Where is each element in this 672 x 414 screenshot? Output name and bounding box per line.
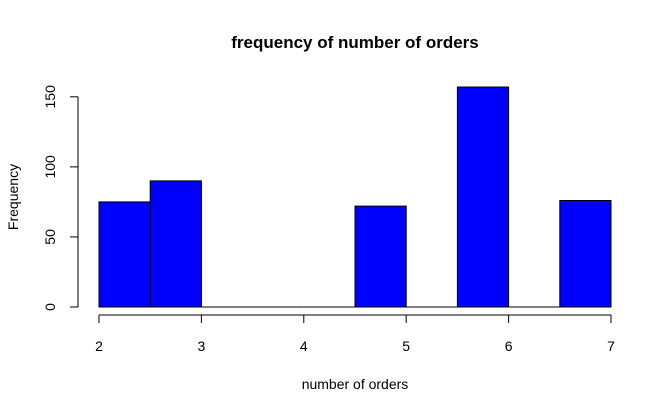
x-tick-label: 6 (505, 338, 513, 354)
histogram-bar-5 (354, 205, 407, 308)
histogram-bar-0 (98, 201, 151, 308)
y-tick-label: 50 (42, 229, 58, 245)
histogram-bar-1 (149, 180, 202, 308)
x-tick-label: 7 (607, 338, 615, 354)
x-tick-label: 3 (198, 338, 206, 354)
chart-title: frequency of number of orders (231, 33, 478, 52)
x-tick-label: 2 (95, 338, 103, 354)
y-tick-label: 0 (42, 303, 58, 311)
y-tick-label: 150 (42, 85, 58, 109)
y-tick-label: 100 (42, 155, 58, 179)
x-axis-title: number of orders (302, 376, 409, 392)
y-axis-title: Frequency (5, 164, 21, 230)
x-tick-label: 4 (300, 338, 308, 354)
y-axis: 0 50 100 150 (42, 85, 79, 311)
x-axis: 2 3 4 5 6 7 (95, 314, 615, 354)
bars-group (98, 86, 612, 308)
histogram-bar-9 (559, 200, 612, 308)
x-tick-label: 5 (402, 338, 410, 354)
histogram-bar-7 (456, 86, 510, 308)
